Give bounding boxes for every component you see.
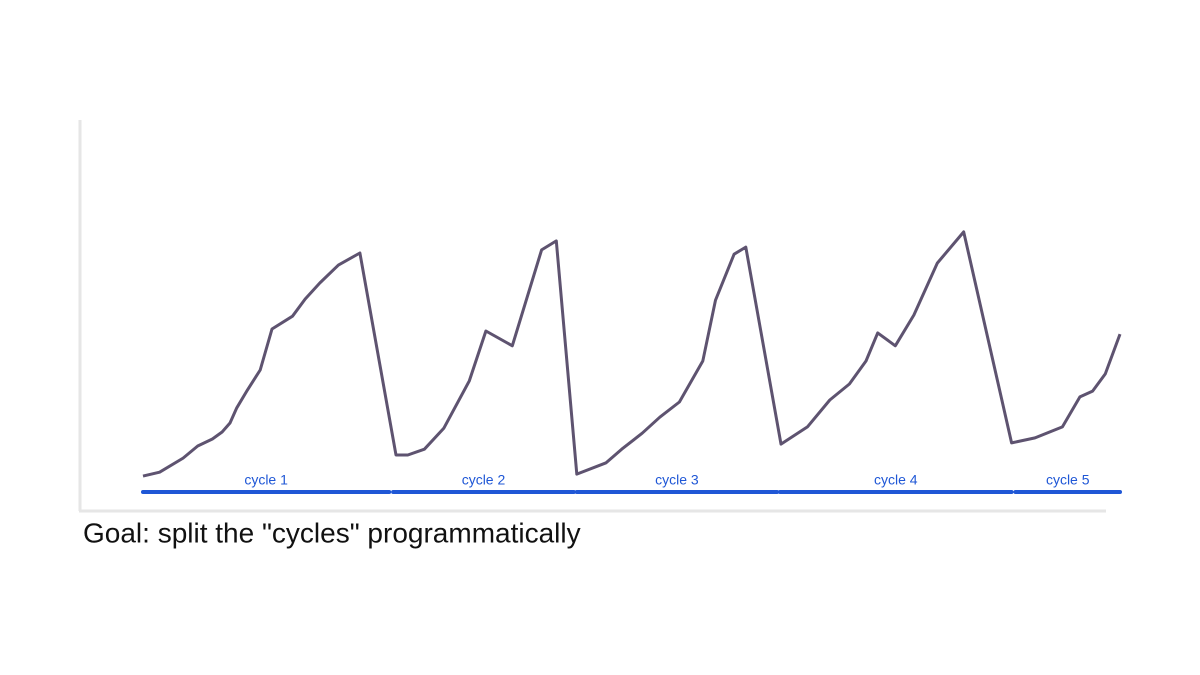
- cycle-label: cycle 5: [1046, 472, 1090, 488]
- caption: Goal: split the "cycles" programmaticall…: [83, 517, 581, 548]
- cycle-label: cycle 2: [462, 472, 506, 488]
- cycle-label: cycle 1: [244, 472, 288, 488]
- data-line: [142, 230, 1122, 478]
- cycle-label: cycle 4: [874, 472, 918, 488]
- cycle-label: cycle 3: [655, 472, 699, 488]
